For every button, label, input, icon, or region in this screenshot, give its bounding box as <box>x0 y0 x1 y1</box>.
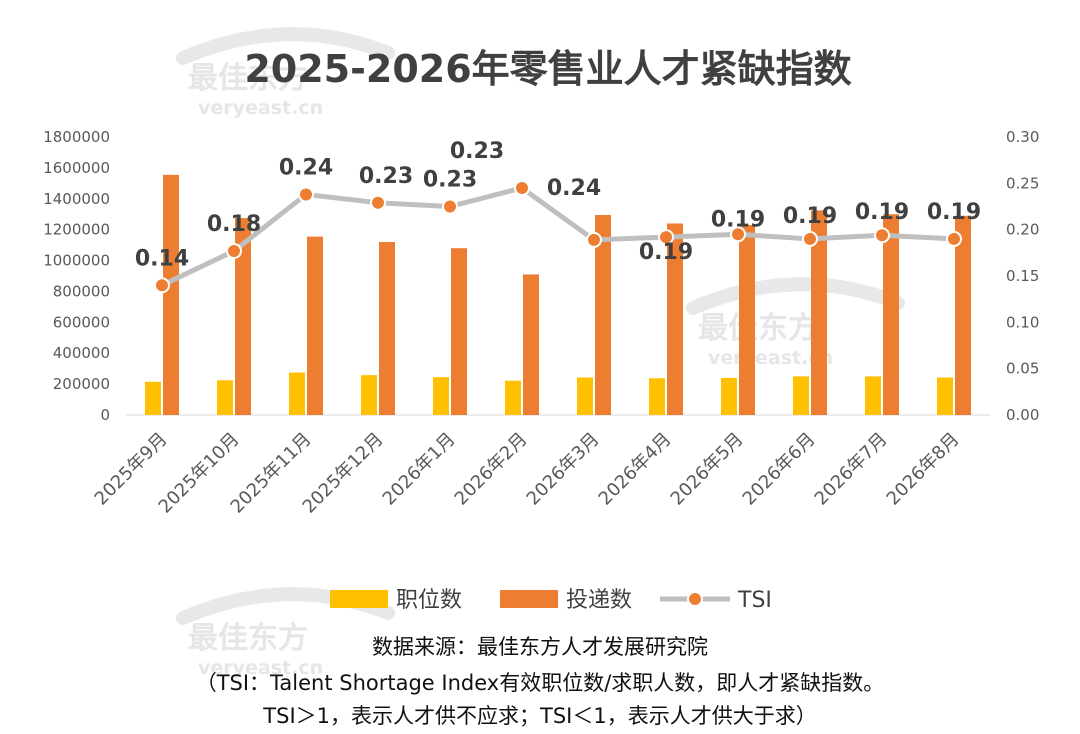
bar-applications <box>883 214 899 415</box>
bar-applications <box>451 248 467 415</box>
data-labels: 0.14 0.18 0.24 0.23 0.23 0.23 0.24 0.19 0.19 0.19… <box>135 139 981 271</box>
category-labels: 2025年9月2025年10月2025年11月2025年12月2026年1月20… <box>91 429 964 518</box>
tsi-data-label: 0.24 <box>279 155 333 180</box>
watermark-url: veryeast.cn <box>198 657 323 679</box>
tsi-point <box>154 277 170 294</box>
watermark-swoosh <box>686 277 905 315</box>
tsi-point <box>226 242 242 259</box>
bar-jobs <box>289 372 305 415</box>
y-right-tick-label: 0.25 <box>1006 174 1039 192</box>
watermark-url: veryeast.cn <box>198 97 323 119</box>
bar-applications <box>307 236 323 415</box>
bar-jobs <box>145 381 161 415</box>
interpretation-note: TSI＞1，表示人才供不应求；TSI＜1，表示人才供大于求） <box>263 704 817 728</box>
tsi-data-label: 0.19 <box>783 204 837 229</box>
bar-jobs <box>865 376 881 415</box>
watermark-brand: 最佳东方 <box>698 311 818 346</box>
y-left-tick-label: 200000 <box>53 375 110 393</box>
x-tick-label: 2026年5月 <box>667 429 748 510</box>
watermark-swoosh <box>176 27 395 65</box>
tsi-data-label: 0.23 <box>359 164 413 189</box>
x-tick-label: 2026年2月 <box>451 429 532 510</box>
bar-applications <box>595 214 611 415</box>
tsi-point <box>874 227 890 244</box>
tsi-point <box>946 230 962 247</box>
tsi-point <box>298 186 314 203</box>
y-left-tick-label: 1600000 <box>43 159 110 177</box>
bars <box>145 174 971 415</box>
tsi-point <box>586 231 602 248</box>
y-right-tick-label: 0.00 <box>1006 406 1039 424</box>
bar-applications <box>379 242 395 415</box>
watermark-brand: 最佳东方 <box>188 61 308 96</box>
y-left-tick-label: 1200000 <box>43 221 110 239</box>
x-tick-label: 2026年7月 <box>811 429 892 510</box>
bar-applications <box>667 223 683 415</box>
tsi-point <box>370 194 386 211</box>
x-tick-label: 2026年1月 <box>379 429 460 510</box>
y-left-tick-label: 1000000 <box>43 252 110 270</box>
legend-swatch-jobs <box>330 590 388 608</box>
y-right-tick-label: 0.10 <box>1006 313 1039 331</box>
y-right-tick-label: 0.30 <box>1006 128 1039 146</box>
definition-note: （TSI：Talent Shortage Index有效职位数/求职人数，即人才… <box>195 671 885 695</box>
bar-applications <box>811 210 827 415</box>
bar-jobs <box>649 378 665 415</box>
tsi-data-label: 0.19 <box>711 207 765 232</box>
y-right-tick-label: 0.15 <box>1006 267 1039 285</box>
y-left-tick-label: 600000 <box>53 313 110 331</box>
x-tick-label: 2026年4月 <box>595 429 676 510</box>
tsi-point <box>442 198 458 215</box>
chart-title: 2025-2026年零售业人才紧缺指数 <box>244 47 851 91</box>
tsi-point <box>730 226 746 243</box>
bar-applications <box>163 174 179 415</box>
legend-label-jobs: 职位数 <box>396 588 462 613</box>
bar-jobs <box>577 377 593 415</box>
y-left-tick-label: 0 <box>100 406 110 424</box>
legend-marker-tsi <box>687 591 703 607</box>
tsi-point <box>658 229 674 246</box>
tsi-data-label: 0.19 <box>639 240 693 265</box>
bar-applications <box>739 225 755 415</box>
y-right-tick-label: 0.05 <box>1006 360 1039 378</box>
legend-label-tsi: TSI <box>737 588 772 613</box>
bar-jobs <box>361 375 377 415</box>
tsi-data-label: 0.24 <box>547 176 601 201</box>
tsi-point <box>514 179 530 196</box>
bar-jobs <box>217 380 233 415</box>
bar-applications <box>955 215 971 415</box>
tsi-data-label: 0.23 <box>450 139 504 164</box>
tsi-data-label: 0.19 <box>855 200 909 225</box>
y-right-tick-label: 0.20 <box>1006 221 1039 239</box>
tsi-data-label: 0.14 <box>135 246 189 271</box>
x-tick-label: 2026年3月 <box>523 429 604 510</box>
bar-jobs <box>433 377 449 415</box>
legend: 职位数 投递数 TSI <box>330 588 772 613</box>
y-left-tick-label: 1800000 <box>43 128 110 146</box>
tsi-data-label: 0.23 <box>423 168 477 193</box>
watermark-brand: 最佳东方 <box>188 621 308 656</box>
bar-jobs <box>937 377 953 415</box>
bar-applications <box>523 274 539 415</box>
x-tick-label: 2026年8月 <box>883 429 964 510</box>
legend-swatch-applications <box>500 590 558 608</box>
bar-jobs <box>793 376 809 415</box>
axes: 0 200000 400000 600000 800000 1000000 1200000 1… <box>43 128 1039 424</box>
source-note: 数据来源：最佳东方人才发展研究院 <box>372 635 708 659</box>
watermark-group: 最佳东方veryeast.cn最佳东方veryeast.cn最佳东方veryea… <box>176 27 905 679</box>
tsi-polyline <box>160 185 955 288</box>
x-tick-label: 2026年6月 <box>739 429 820 510</box>
legend-label-applications: 投递数 <box>566 588 632 613</box>
bar-applications <box>235 218 251 415</box>
y-left-tick-label: 400000 <box>53 344 110 362</box>
bar-jobs <box>505 380 521 415</box>
tsi-data-label: 0.19 <box>927 200 981 225</box>
y-left-tick-label: 1400000 <box>43 190 110 208</box>
tsi-point <box>802 230 818 247</box>
tsi-line <box>154 179 962 294</box>
bar-jobs <box>721 377 737 415</box>
y-left-tick-label: 800000 <box>53 282 110 300</box>
tsi-data-label: 0.18 <box>207 212 261 237</box>
